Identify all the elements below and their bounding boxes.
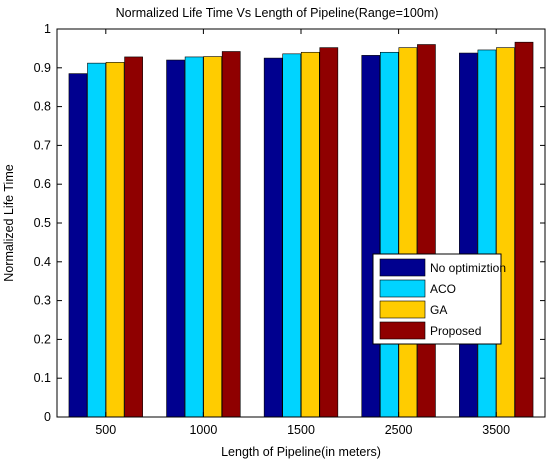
y-tick-label: 0.3	[34, 294, 51, 308]
bar-ga-1000	[203, 56, 222, 418]
y-tick-label: 0.5	[34, 216, 51, 230]
legend-label: No optimiztion	[430, 261, 506, 275]
x-tick-label: 2500	[385, 423, 413, 437]
bar-no-optimiztion-3500	[459, 52, 478, 418]
x-tick-label: 500	[95, 423, 116, 437]
bar-ga-500	[105, 62, 125, 418]
bar-no-optimiztion-1500	[263, 57, 283, 418]
bar-no-optimiztion-1000	[166, 59, 185, 418]
legend-label: Proposed	[430, 324, 481, 338]
legend-swatch	[379, 279, 426, 298]
bar-proposed-500	[124, 56, 143, 418]
bar-aco-2500	[379, 51, 399, 418]
bar-aco-3500	[477, 49, 497, 418]
y-tick-label: 0.6	[34, 177, 51, 191]
y-tick-label: 0.2	[34, 332, 51, 346]
legend-label: ACO	[430, 282, 456, 296]
x-tick-label: 1500	[287, 423, 315, 437]
bar-no-optimiztion-500	[68, 73, 88, 418]
y-tick-label: 0	[44, 410, 51, 424]
y-tick-label: 0.8	[34, 100, 51, 114]
legend: No optimiztion ACO GA Proposed	[372, 253, 506, 345]
bar-ga-3500	[496, 47, 515, 418]
x-tick-label: 1000	[189, 423, 217, 437]
x-tick-label: 3500	[482, 423, 510, 437]
legend-swatch	[379, 321, 426, 340]
bar-ga-2500	[398, 47, 418, 418]
bar-aco-1500	[282, 53, 302, 418]
bars-group	[68, 41, 534, 418]
plot-frame	[56, 28, 546, 418]
bar-proposed-1500	[319, 47, 339, 418]
y-axis: 0 0.1 0.2 0.3 0.4 0.5 0.6 0.7 0.8 0.9 1	[34, 22, 545, 424]
x-axis: 500 1000 1500 2500 3500	[95, 29, 510, 437]
y-tick-label: 0.1	[34, 371, 51, 385]
bar-proposed-3500	[514, 41, 534, 418]
bar-ga-1500	[300, 51, 320, 418]
bar-no-optimiztion-2500	[361, 55, 381, 418]
y-tick-label: 0.4	[34, 255, 51, 269]
chart-title: Normalized Life Time Vs Length of Pipeli…	[116, 6, 439, 20]
bar-proposed-1000	[221, 51, 241, 418]
bar-aco-1000	[184, 56, 204, 418]
bar-aco-500	[87, 62, 106, 418]
y-tick-label: 1	[44, 22, 51, 36]
y-tick-label: 0.9	[34, 61, 51, 75]
x-axis-label: Length of Pipeline(in meters)	[221, 445, 381, 459]
y-axis-label: Normalized Life Time	[2, 164, 16, 281]
legend-swatch	[379, 258, 426, 277]
legend-label: GA	[430, 303, 447, 317]
legend-swatch	[379, 300, 426, 319]
y-tick-label: 0.7	[34, 138, 51, 152]
bar-proposed-2500	[417, 44, 436, 418]
